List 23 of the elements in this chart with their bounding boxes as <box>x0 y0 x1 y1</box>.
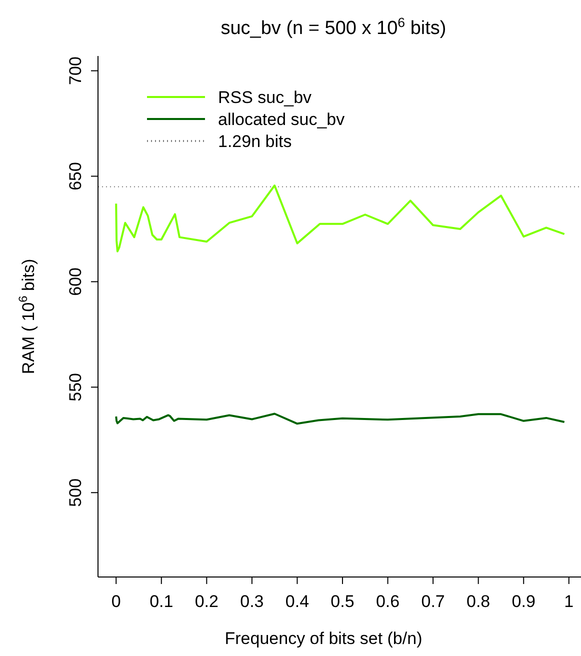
x-tick-label: 0.4 <box>285 592 310 611</box>
x-axis-title: Frequency of bits set (b/n) <box>224 629 422 648</box>
legend-label: 1.29n bits <box>218 132 292 151</box>
y-tick-label: 500 <box>66 478 85 507</box>
x-tick-label: 0.1 <box>150 592 174 611</box>
x-tick-label: 0.8 <box>466 592 490 611</box>
x-tick-label: 0.5 <box>330 592 354 611</box>
y-tick-label: 600 <box>66 268 85 296</box>
line-series <box>115 412 566 425</box>
legend-label: RSS suc_bv <box>218 88 312 107</box>
legend-label: allocated suc_bv <box>218 110 346 129</box>
y-tick-label: 550 <box>66 372 85 402</box>
chart-title: suc_bv (n = 500 x 10$^{6}$ bits) <box>220 14 446 39</box>
y-tick-label: 650 <box>66 162 85 190</box>
x-tick-label: 0.3 <box>240 592 264 611</box>
x-tick-label: 0 <box>111 592 121 611</box>
line-series <box>115 184 566 252</box>
x-tick-label: 1 <box>564 592 574 611</box>
x-tick-label: 0.2 <box>194 592 218 611</box>
y-tick-label: 700 <box>66 56 85 85</box>
x-tick-label: 0.7 <box>421 592 445 611</box>
x-tick-label: 0.6 <box>376 592 400 611</box>
x-tick-label: 0.9 <box>512 592 536 611</box>
